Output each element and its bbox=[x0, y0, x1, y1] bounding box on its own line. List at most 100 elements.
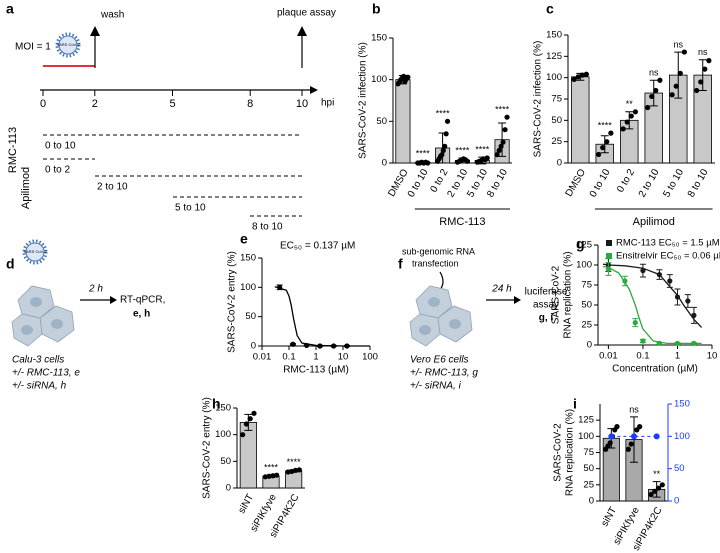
data-point bbox=[443, 131, 449, 137]
time-label: 2 h bbox=[88, 284, 103, 295]
group-label: Apilimod bbox=[633, 216, 675, 228]
data-point bbox=[240, 432, 246, 438]
data-point bbox=[425, 160, 431, 166]
y-tick-label: 50 bbox=[551, 115, 562, 126]
timeline-panel: MOI = 1 SARS CoV-2 wash plaque assay hpi… bbox=[7, 8, 336, 233]
significance: **** bbox=[598, 121, 613, 131]
significance: ns bbox=[698, 47, 708, 57]
y-tick-label: 50 bbox=[581, 300, 592, 311]
y-tick-label: 50 bbox=[245, 311, 256, 322]
data-point bbox=[702, 66, 708, 72]
group-label: Apilimod bbox=[20, 167, 32, 209]
data-point bbox=[632, 320, 638, 326]
x-axis-label: Concentration (µM) bbox=[612, 364, 698, 375]
data-point bbox=[277, 284, 283, 290]
significance: ** bbox=[626, 99, 634, 109]
x-tick-label: 0.01 bbox=[253, 352, 272, 363]
time-tick-label: 5 bbox=[169, 98, 175, 110]
viability-point bbox=[608, 433, 615, 440]
data-point bbox=[640, 338, 646, 344]
y-tick-label: 125 bbox=[578, 415, 594, 426]
time-ticks: 0 2 5 8 10 bbox=[40, 90, 308, 110]
significance: ** bbox=[653, 469, 661, 479]
x-axis-label: RMC-113 (µM) bbox=[283, 365, 349, 376]
error-bar bbox=[649, 79, 658, 107]
data-point bbox=[605, 266, 611, 272]
y-tick-label: 50 bbox=[376, 116, 387, 127]
data-point bbox=[583, 71, 589, 77]
x-tick-label: 10 bbox=[707, 351, 718, 362]
y-tick-label: 150 bbox=[546, 30, 562, 41]
data-point bbox=[681, 49, 687, 55]
y-tick-label: 0 bbox=[557, 158, 562, 169]
arrow-head bbox=[110, 296, 117, 304]
data-point bbox=[628, 441, 634, 447]
panel-label: e bbox=[240, 231, 248, 247]
data-point bbox=[674, 340, 681, 346]
data-point bbox=[600, 145, 606, 151]
y-axis-label: SARS-CoV-2 infection (%) bbox=[533, 41, 544, 158]
data-point bbox=[604, 139, 610, 145]
x-tick-label: 8 to 10 bbox=[485, 167, 510, 199]
virus-label: SARS CoV-2 bbox=[56, 42, 80, 47]
data-point bbox=[498, 143, 504, 149]
y-tick-label: 125 bbox=[576, 240, 592, 251]
data-point bbox=[251, 410, 257, 416]
x-tick-label: 0 to 10 bbox=[406, 167, 431, 199]
y-tick-label: 100 bbox=[546, 72, 562, 83]
cells-icon bbox=[11, 285, 75, 347]
y-tick-label: 75 bbox=[583, 447, 594, 458]
fit-curve bbox=[602, 265, 702, 345]
panel-label: c bbox=[546, 1, 554, 17]
condition: +/- RMC-113, g bbox=[410, 368, 478, 379]
x-tick-label: 0.1 bbox=[282, 352, 295, 363]
condition: +/- siRNA, i bbox=[410, 381, 462, 392]
data-point bbox=[694, 87, 700, 94]
time-unit: hpi bbox=[321, 98, 334, 109]
y-tick-label: 150 bbox=[215, 403, 231, 414]
x-tick-label: 5 to 10 bbox=[661, 167, 686, 199]
data-point bbox=[607, 440, 613, 446]
y-tick-label: 150 bbox=[674, 399, 690, 410]
y-tick-label: 100 bbox=[578, 431, 594, 442]
data-point bbox=[296, 467, 302, 473]
arrow-head bbox=[514, 296, 521, 304]
x-tick-label: 10 bbox=[338, 352, 349, 363]
y-tick-label: 0 bbox=[382, 158, 387, 169]
virus-icon: SARS CoV-2 bbox=[55, 32, 81, 58]
condition: +/- RMC-113, e bbox=[12, 368, 80, 379]
readout: g, i bbox=[539, 313, 554, 324]
data-point bbox=[614, 424, 620, 430]
data-point bbox=[667, 278, 673, 284]
data-point bbox=[274, 472, 280, 478]
cells-icon bbox=[409, 285, 473, 347]
y-axis-label: SARS-CoV-2 entry (%) bbox=[227, 251, 238, 353]
row-label: 0 to 2 bbox=[45, 165, 70, 176]
data-point bbox=[344, 343, 350, 349]
data-point bbox=[464, 158, 470, 164]
data-point bbox=[685, 298, 691, 304]
data-point bbox=[649, 93, 655, 100]
y-axis-label: RNA replication (%) bbox=[563, 251, 574, 338]
x-tick-label: 1 bbox=[313, 352, 318, 363]
cells-label: Vero E6 cells bbox=[410, 355, 469, 366]
y-axis-label: SARS-CoV-2 bbox=[551, 265, 562, 324]
y-axis-label: SARS-CoV-2 bbox=[553, 423, 564, 482]
data-point bbox=[677, 70, 683, 76]
y-tick-label: 100 bbox=[240, 282, 256, 293]
viability-point bbox=[631, 433, 637, 440]
data-point bbox=[622, 278, 628, 284]
data-point bbox=[657, 77, 663, 83]
error-bar bbox=[600, 135, 609, 154]
data-point bbox=[674, 294, 681, 300]
x-tick-label: 100 bbox=[362, 352, 378, 363]
condition: +/- siRNA, h bbox=[12, 381, 67, 392]
y-tick-label: 100 bbox=[576, 260, 592, 271]
significance: **** bbox=[264, 463, 279, 473]
cells-label: Calu-3 cells bbox=[12, 355, 64, 366]
data-point bbox=[669, 92, 675, 98]
fit-curve bbox=[274, 286, 370, 347]
readout: e, h bbox=[133, 309, 150, 320]
x-tick-label: 1 bbox=[675, 351, 680, 362]
data-point bbox=[620, 126, 626, 132]
